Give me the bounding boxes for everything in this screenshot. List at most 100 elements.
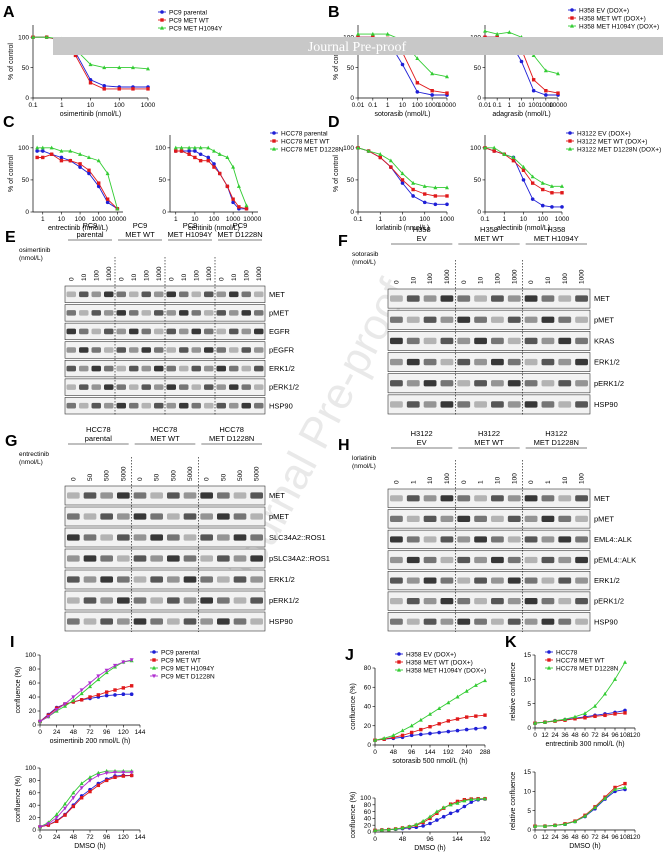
blot-strip <box>387 509 591 529</box>
x-tick-label: 1000 <box>539 102 554 109</box>
marker <box>492 145 497 150</box>
legend-label: PC9 MET WT <box>161 657 201 664</box>
marker <box>464 715 469 719</box>
x-tick-label: 240 <box>461 749 472 756</box>
marker <box>88 775 92 779</box>
band <box>83 555 97 562</box>
legend-label: H3122 EV (DOX+) <box>577 130 631 137</box>
y-tick-label: 80 <box>29 666 37 673</box>
dose-label: 50 <box>87 473 94 481</box>
panel-letter: C <box>3 114 15 131</box>
marker <box>187 149 191 153</box>
dose-label: 10 <box>231 273 238 281</box>
marker <box>212 162 216 166</box>
blot-strip <box>64 590 266 611</box>
band <box>423 515 437 522</box>
band <box>191 402 201 409</box>
marker <box>593 805 597 810</box>
band <box>575 515 588 522</box>
row-label: pEGFR <box>269 346 295 355</box>
band <box>457 515 471 522</box>
group-label: HCC78 <box>86 425 111 434</box>
band <box>141 310 151 316</box>
marker <box>464 688 469 693</box>
marker <box>483 145 487 150</box>
band <box>233 576 247 583</box>
band <box>390 337 403 345</box>
band <box>507 358 521 366</box>
group-label: H3122 <box>545 429 567 438</box>
marker <box>507 30 512 34</box>
y-tick-label: 80 <box>364 802 372 809</box>
band <box>507 295 521 302</box>
dose-label: 0 <box>168 277 175 281</box>
band <box>390 515 403 522</box>
band <box>541 380 555 387</box>
marker <box>428 731 432 736</box>
banner-text: Journal Pre-proof <box>308 40 407 55</box>
y-axis-label: % of control <box>8 43 15 80</box>
band <box>216 402 226 409</box>
x-tick-label: 24 <box>551 834 559 841</box>
blot-strip <box>387 373 591 394</box>
y-tick-label: 0 <box>367 829 371 836</box>
group-label: parental <box>85 434 112 443</box>
band <box>183 618 197 625</box>
band <box>541 495 555 502</box>
x-tick-label: 100 <box>114 102 125 109</box>
marker <box>521 168 526 172</box>
x-tick-label: 120 <box>630 834 641 841</box>
marker <box>379 827 384 832</box>
marker <box>568 131 572 135</box>
band <box>66 402 76 409</box>
y-axis-label: confluence (%) <box>350 792 357 839</box>
panel-letter: B <box>328 4 340 21</box>
band <box>423 295 437 302</box>
dose-label: 1000 <box>206 266 213 281</box>
marker <box>54 708 59 712</box>
marker <box>96 674 101 679</box>
band <box>541 515 555 522</box>
band <box>154 384 164 390</box>
band <box>524 316 538 323</box>
band <box>440 337 454 345</box>
band <box>406 598 420 605</box>
band <box>166 347 176 353</box>
marker <box>533 720 537 725</box>
dose-label: 1 <box>478 480 485 484</box>
x-tick-label: 100 <box>537 216 548 223</box>
band <box>104 310 114 316</box>
band <box>66 291 76 298</box>
marker <box>198 158 203 163</box>
band <box>91 365 101 372</box>
x-tick-label: 48 <box>571 732 579 739</box>
band <box>575 618 588 625</box>
row-label: pMET <box>269 308 289 317</box>
marker <box>113 770 117 775</box>
marker <box>63 806 67 811</box>
band <box>179 328 189 335</box>
x-tick-label: 12 <box>541 834 549 841</box>
marker <box>378 152 383 156</box>
legend-label: HCC78 <box>556 649 578 656</box>
marker <box>483 678 487 683</box>
marker <box>430 71 435 76</box>
band <box>390 380 403 387</box>
band <box>204 365 214 372</box>
x-axis-label: lorlatinib (nmol/L) <box>376 225 430 232</box>
band <box>507 536 521 543</box>
row-label: EML4::ALK <box>594 535 632 544</box>
band <box>141 365 151 372</box>
band <box>558 618 572 625</box>
marker <box>193 149 197 153</box>
band <box>390 316 403 323</box>
marker <box>105 200 110 205</box>
marker <box>59 158 64 163</box>
band <box>390 618 403 625</box>
marker <box>455 717 460 721</box>
marker <box>79 688 84 693</box>
y-tick-label: 100 <box>155 145 166 152</box>
series-line <box>39 770 132 828</box>
group-label: HCC78 <box>153 425 178 434</box>
band <box>67 555 80 562</box>
